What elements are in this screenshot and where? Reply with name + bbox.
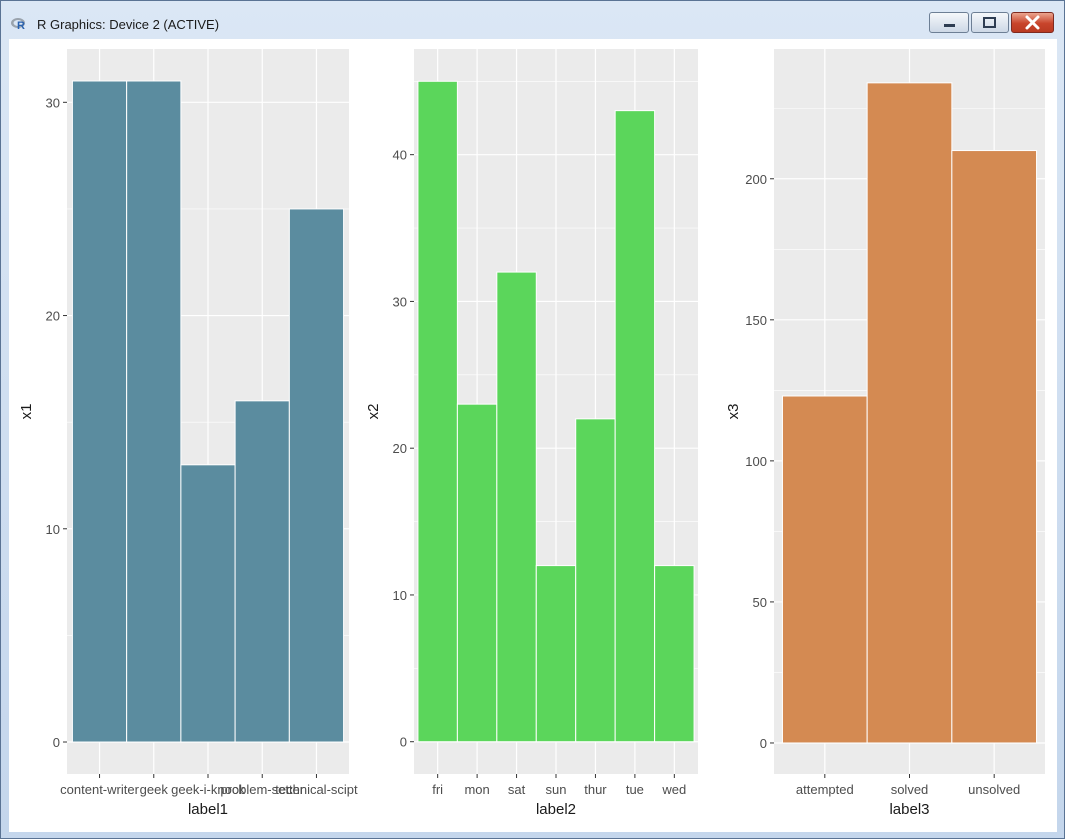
bar-attempted[interactable] — [781, 395, 868, 744]
x-axis-title: label2 — [536, 801, 576, 818]
bar-content-writer[interactable] — [71, 80, 128, 743]
y-tick-label: 10 — [46, 522, 60, 537]
x-tick-label: technical-scipt — [275, 782, 358, 797]
y-tick-label: 20 — [46, 309, 60, 324]
plot-area: 0 10 20 30 content-writer geek geek-i-knock pro… — [9, 39, 1057, 832]
x-tick-label: wed — [661, 782, 686, 797]
y-tick-label: 10 — [393, 588, 407, 603]
bar-technical-scipter[interactable] — [288, 208, 345, 743]
y-tick-label: 0 — [53, 735, 60, 750]
title-bar[interactable]: R R Graphics: Device 2 (ACTIVE) — [1, 1, 1064, 39]
close-icon — [1025, 15, 1040, 30]
x-tick-label: thur — [584, 782, 607, 797]
minimize-icon — [944, 24, 955, 27]
y-tick-label: 20 — [393, 441, 407, 456]
bar-wed[interactable] — [654, 565, 695, 743]
x-axis-title: label3 — [889, 801, 929, 818]
maximize-button[interactable] — [971, 12, 1009, 33]
bar-sun[interactable] — [535, 565, 577, 743]
window-title: R Graphics: Device 2 (ACTIVE) — [37, 17, 220, 32]
bar-solved[interactable] — [866, 82, 953, 744]
svg-text:R: R — [17, 20, 25, 32]
bar-sat[interactable] — [496, 271, 537, 743]
y-tick-label: 50 — [753, 595, 767, 610]
bar-unsolved[interactable] — [951, 150, 1038, 744]
y-axis-title: x3 — [725, 404, 742, 420]
y-tick-label: 0 — [400, 735, 407, 750]
bar-tue[interactable] — [614, 110, 656, 743]
r-logo-icon: R — [11, 18, 25, 32]
plot-canvas: 0 10 20 30 content-writer geek geek-i-knockpro… — [18, 49, 1045, 818]
x-tick-label: problem-setter — [220, 782, 304, 797]
y-axis-title: x2 — [365, 404, 382, 420]
x-tick-label: unsolved — [968, 782, 1020, 797]
y-tick-label: 150 — [745, 313, 767, 328]
close-button[interactable] — [1011, 12, 1054, 33]
x-tick-label: sat — [508, 782, 526, 797]
x-tick-label: mon — [464, 782, 489, 797]
y-tick-label: 100 — [745, 454, 767, 469]
y-tick-label: 40 — [393, 148, 407, 163]
y-axis-title: x1 — [18, 404, 35, 420]
y-tick-label: 30 — [393, 294, 407, 309]
x-tick-label: geek-i-knock — [171, 782, 245, 797]
x-tick-label: solved — [891, 782, 929, 797]
x-tick-label: sun — [546, 782, 567, 797]
x-tick-label: fri — [432, 782, 443, 797]
x-tick-label: content-writer — [60, 782, 139, 797]
x-tick-label: tue — [626, 782, 644, 797]
x-tick-label: attempted — [796, 782, 854, 797]
y-tick-label: 200 — [745, 172, 767, 187]
x-tick-label: geek — [140, 782, 169, 797]
minimize-button[interactable] — [929, 12, 969, 33]
restore-icon — [983, 17, 996, 28]
bar-problem-setter[interactable] — [234, 400, 290, 743]
y-tick-label: 30 — [46, 95, 60, 110]
y-tick-label: 0 — [760, 736, 767, 751]
bar-geek-i-knock[interactable] — [180, 464, 236, 743]
bar-thur[interactable] — [575, 418, 616, 743]
x-axis-title: label1 — [188, 801, 228, 818]
bar-mon[interactable] — [456, 403, 498, 743]
bar-fri[interactable] — [417, 80, 458, 743]
bar-geek[interactable] — [126, 80, 182, 743]
